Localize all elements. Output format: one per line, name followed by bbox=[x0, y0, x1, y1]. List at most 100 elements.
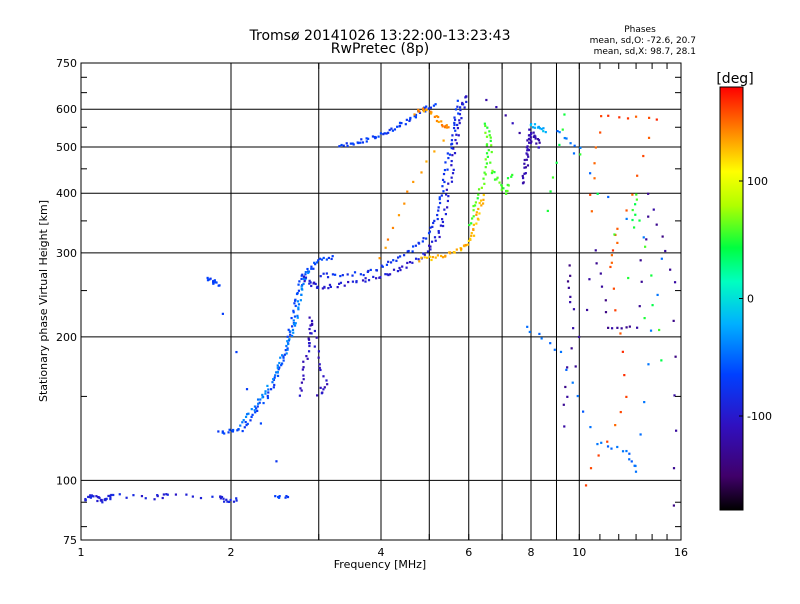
echo-point bbox=[626, 218, 628, 220]
colorbar-label: [deg] bbox=[716, 71, 753, 87]
echo-point bbox=[379, 257, 381, 259]
echo-point bbox=[474, 204, 476, 206]
echo-point bbox=[375, 277, 377, 279]
echo-point bbox=[364, 280, 366, 282]
echo-point bbox=[611, 254, 613, 256]
echo-point bbox=[479, 202, 481, 204]
echo-point bbox=[673, 504, 675, 506]
echo-point bbox=[324, 386, 326, 388]
echo-point bbox=[326, 272, 328, 274]
echo-point bbox=[525, 172, 527, 174]
echo-point bbox=[406, 119, 408, 121]
echo-point bbox=[428, 107, 430, 109]
echo-point bbox=[110, 494, 112, 496]
echo-point bbox=[616, 242, 618, 244]
echo-point bbox=[629, 326, 631, 328]
echo-point bbox=[227, 431, 229, 433]
echo-point bbox=[423, 110, 425, 112]
echo-point bbox=[277, 371, 279, 373]
echo-point bbox=[279, 357, 281, 359]
echo-point bbox=[141, 495, 143, 497]
echo-point bbox=[249, 419, 251, 421]
echo-point bbox=[362, 279, 364, 281]
echo-point bbox=[420, 257, 422, 259]
echo-point bbox=[549, 190, 551, 192]
echo-point bbox=[538, 139, 540, 141]
echo-point bbox=[457, 112, 459, 114]
echo-point bbox=[96, 500, 98, 502]
echo-point bbox=[482, 202, 484, 204]
echo-point bbox=[457, 127, 459, 129]
echo-point bbox=[453, 122, 455, 124]
echo-point bbox=[323, 286, 325, 288]
echo-point bbox=[616, 327, 618, 329]
echo-point bbox=[563, 113, 565, 115]
echo-point bbox=[302, 366, 304, 368]
echo-point bbox=[294, 299, 296, 301]
echo-point bbox=[607, 327, 609, 329]
echo-point bbox=[616, 228, 618, 230]
echo-point bbox=[425, 109, 427, 111]
echo-point bbox=[307, 358, 309, 360]
echo-point bbox=[300, 299, 302, 301]
echo-point bbox=[505, 114, 507, 116]
echo-point bbox=[403, 254, 405, 256]
echo-point bbox=[493, 171, 495, 173]
echo-point bbox=[425, 105, 427, 107]
echo-point bbox=[309, 342, 311, 344]
echo-point bbox=[301, 274, 303, 276]
echo-point bbox=[464, 106, 466, 108]
echo-point bbox=[301, 389, 303, 391]
y-tick-label: 500 bbox=[56, 141, 77, 154]
echo-point bbox=[482, 178, 484, 180]
echo-point bbox=[245, 421, 247, 423]
echo-point bbox=[468, 224, 470, 226]
echo-point bbox=[415, 245, 417, 247]
echo-point bbox=[346, 145, 348, 147]
echo-point bbox=[636, 327, 638, 329]
echo-point bbox=[300, 294, 302, 296]
echo-point bbox=[405, 267, 407, 269]
echo-point bbox=[302, 361, 304, 363]
echo-point bbox=[235, 351, 237, 353]
echo-point bbox=[318, 357, 320, 359]
echo-point bbox=[623, 374, 625, 376]
echo-point bbox=[380, 132, 382, 134]
echo-point bbox=[589, 194, 591, 196]
echo-point bbox=[441, 185, 443, 187]
echo-point bbox=[527, 164, 529, 166]
echo-point bbox=[254, 411, 256, 413]
echo-point bbox=[297, 292, 299, 294]
echo-point bbox=[387, 132, 389, 134]
echo-point bbox=[638, 219, 640, 221]
echo-point bbox=[211, 496, 213, 498]
echo-point bbox=[651, 304, 653, 306]
echo-point bbox=[251, 408, 253, 410]
echo-point bbox=[287, 343, 289, 345]
echo-point bbox=[442, 221, 444, 223]
echo-point bbox=[267, 388, 269, 390]
echo-point bbox=[534, 127, 536, 129]
echo-point bbox=[454, 119, 456, 121]
echo-point bbox=[593, 177, 595, 179]
echo-point bbox=[508, 184, 510, 186]
echo-point bbox=[162, 497, 164, 499]
echo-point bbox=[260, 422, 262, 424]
echo-point bbox=[636, 199, 638, 201]
echo-point bbox=[413, 113, 415, 115]
echo-point bbox=[225, 499, 227, 501]
echo-point bbox=[591, 210, 593, 212]
echo-point bbox=[273, 384, 275, 386]
echo-point bbox=[443, 139, 445, 141]
echo-point bbox=[482, 199, 484, 201]
echo-point bbox=[239, 424, 241, 426]
echo-point bbox=[462, 103, 464, 105]
echo-point bbox=[460, 248, 462, 250]
echo-point bbox=[609, 266, 611, 268]
echo-point bbox=[390, 261, 392, 263]
echo-point bbox=[451, 139, 453, 141]
echo-point bbox=[625, 209, 627, 211]
echo-point bbox=[605, 299, 607, 301]
echo-point bbox=[556, 162, 558, 164]
echo-point bbox=[472, 229, 474, 231]
